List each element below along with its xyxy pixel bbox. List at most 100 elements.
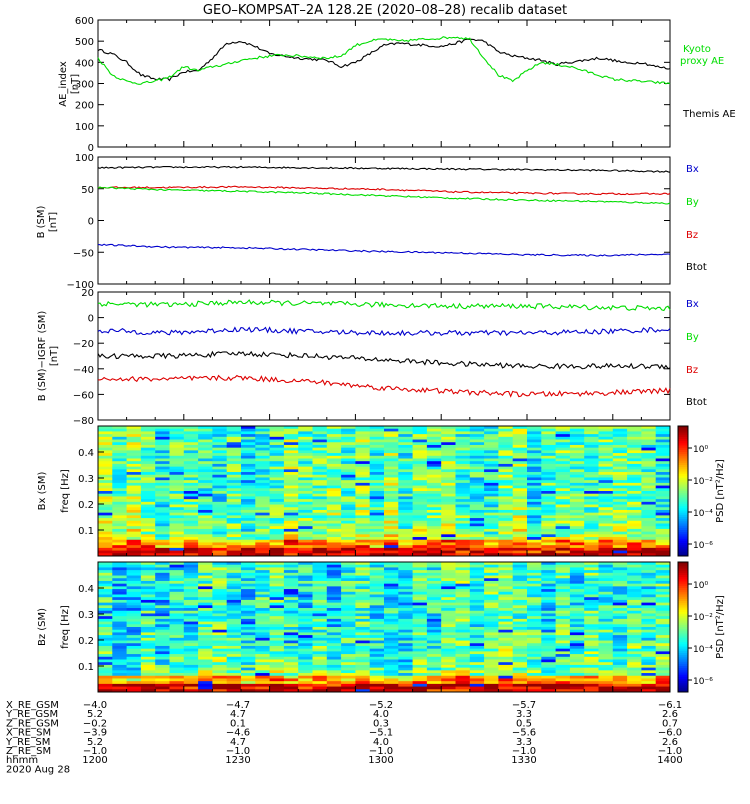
bxspec-cell: [298, 550, 313, 554]
bxspec-cell: [355, 515, 371, 519]
bzspec-cell: [498, 629, 514, 633]
bxspec-cell: [140, 480, 156, 484]
bxspec-cell: [326, 539, 342, 543]
bzspec-cell: [569, 635, 585, 639]
bxspec-cbar-tick-label: 10⁰: [693, 445, 708, 455]
bzspec-cell: [569, 656, 585, 660]
bzspec-cell: [341, 572, 356, 576]
bxspec-cell: [98, 499, 113, 503]
bxspec-cell: [641, 444, 657, 449]
bzspec-cell: [555, 624, 571, 628]
bxspec-cbar-swatch: [678, 432, 688, 436]
bzspec-cell: [426, 567, 442, 571]
bzspec-cell: [341, 667, 356, 671]
bxspec-cbar-swatch: [678, 504, 688, 507]
bzspec-cell: [384, 667, 399, 671]
bxspec-cell: [441, 520, 456, 524]
footer-value: −6.1: [658, 700, 682, 711]
bxspec-cell: [212, 439, 228, 443]
bzspec-cbar-swatch: [678, 685, 688, 689]
bzspec-cell: [469, 564, 485, 568]
bzspec-cell: [569, 621, 585, 625]
bxspec-cell: [369, 518, 385, 522]
bzspec-cell: [527, 578, 542, 582]
bxspec-cell: [169, 482, 185, 486]
bxspec-cell: [584, 523, 599, 527]
bxspec-cell: [527, 493, 542, 497]
bxspec-cell: [298, 482, 313, 486]
bxspec-cell: [569, 439, 585, 443]
bzspec-cell: [198, 654, 213, 658]
bxspec-cell: [612, 434, 628, 438]
bxspec-cell: [555, 461, 571, 465]
bxspec-cell: [584, 485, 599, 489]
bzspec-cell: [98, 643, 113, 647]
bzspec-cell: [298, 605, 313, 609]
bxspec-cell: [112, 504, 127, 508]
bzspec-cell: [241, 570, 256, 574]
bxspec-cell: [226, 426, 242, 430]
bxspec-cell: [384, 455, 399, 459]
bzspec-cell: [398, 673, 413, 677]
bxspec-cell: [612, 439, 628, 443]
bxspec-cell: [112, 539, 127, 543]
bzspec-cell: [512, 670, 528, 674]
bxspec-cell: [226, 491, 242, 495]
bxspec-cell: [326, 515, 342, 519]
bxspec-cell: [169, 491, 185, 495]
bxspec-cell: [398, 526, 413, 530]
bzspec-cell: [198, 651, 213, 655]
bzspec-cell: [398, 567, 413, 571]
bxspec-cell: [283, 477, 299, 481]
bxspec-cell: [126, 534, 142, 538]
bzspec-cell: [469, 572, 485, 576]
bzspec-cell: [112, 578, 127, 582]
bxspec-cell: [426, 426, 442, 430]
bzspec-cell: [627, 673, 642, 677]
bzspec-cell: [555, 613, 571, 617]
bzspec-cell: [255, 589, 270, 593]
bzspec-cell: [226, 602, 242, 606]
bzspec-cell: [112, 580, 127, 585]
bxspec-cell: [527, 491, 542, 495]
bxspec-cell: [426, 518, 442, 522]
bxspec-cell: [598, 444, 614, 449]
bxspec-cell: [169, 447, 185, 451]
bxspec-cell: [241, 518, 256, 522]
bzspec-cbar-swatch: [678, 581, 688, 585]
bzspec-cell: [555, 629, 571, 633]
bzspec-cell: [355, 610, 371, 614]
bzspec-cell: [112, 681, 127, 685]
bzspec-cell: [598, 629, 614, 633]
bzspec-cell: [498, 689, 514, 693]
bxspec-cell: [569, 537, 585, 541]
bxspec-cell: [627, 447, 642, 451]
bxspec-cell: [426, 442, 442, 446]
bzspec-cell: [598, 643, 614, 647]
bzspec-cell: [655, 673, 671, 677]
bxspec-cbar-swatch: [678, 545, 688, 548]
bzspec-cell: [512, 651, 528, 655]
bxspec-cell: [312, 531, 328, 535]
bzspec-cell: [426, 572, 442, 576]
bxspec-cell: [241, 450, 256, 454]
bxspec-cell: [612, 477, 628, 481]
bzspec-cell: [241, 578, 256, 582]
bxspec-cell: [355, 547, 371, 551]
bzspec-cell: [355, 645, 371, 650]
bxspec-cell: [655, 485, 671, 489]
bzspec-cell: [183, 654, 199, 658]
bxspec-cell: [155, 491, 170, 495]
bzspec-cell: [198, 640, 213, 644]
bxspec-cell: [269, 436, 285, 440]
bzspec-cell: [241, 624, 256, 628]
bxspec-cell: [598, 553, 614, 557]
bxspec-cell: [398, 466, 413, 470]
bxspec-cell: [126, 436, 142, 440]
bzspec-cell: [155, 635, 170, 639]
bzspec-cell: [541, 567, 556, 571]
bzspec-cell: [112, 632, 127, 636]
bzspec-cell: [569, 659, 585, 663]
bzspec-cell: [555, 591, 571, 595]
bzspec-cell: [355, 627, 371, 631]
